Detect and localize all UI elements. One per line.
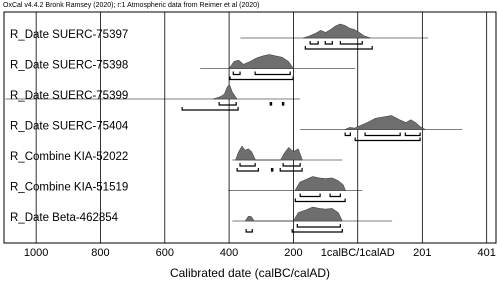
range-bracket <box>404 132 421 137</box>
range-bracket <box>245 229 253 233</box>
range-bracket <box>232 71 241 76</box>
header: OxCal v4.4.2 Bronk Ramsey (2020); r:1 At… <box>3 2 259 9</box>
range-bracket <box>299 193 321 198</box>
row-label: R_Combine KIA-52022 <box>10 151 128 163</box>
row-label: R_Date SUERC-75399 <box>10 90 128 102</box>
range-bracket <box>279 168 303 172</box>
range-bracket <box>304 46 373 50</box>
x-tick-label: 401 <box>477 247 495 259</box>
x-tick-label: 1000 <box>24 247 48 259</box>
range-bracket <box>254 71 291 76</box>
x-tick-label: 200 <box>284 247 302 259</box>
row-label: R_Date SUERC-75397 <box>10 29 128 41</box>
row-label: R_Combine KIA-51519 <box>10 182 128 194</box>
range-bracket <box>239 163 256 167</box>
row-label: R_Date SUERC-75398 <box>10 60 128 72</box>
x-tick-label: 201 <box>413 247 431 259</box>
density <box>228 54 294 69</box>
range-bracket <box>329 193 341 198</box>
range-bracket <box>294 198 346 203</box>
range-bracket <box>309 41 319 45</box>
range-bracket <box>270 168 274 172</box>
row-label: R_Date SUERC-75404 <box>10 121 129 133</box>
range-bracket <box>229 76 294 81</box>
range-bracket <box>281 102 285 106</box>
x-tick-label: 400 <box>220 247 238 259</box>
density <box>344 115 427 130</box>
plot-frame <box>3 11 497 244</box>
density <box>212 84 238 100</box>
range-bracket <box>181 107 239 111</box>
range-bracket <box>282 163 301 167</box>
range-bracket <box>291 229 343 233</box>
range-bracket <box>296 224 341 228</box>
x-tick-label: 600 <box>156 247 174 259</box>
x-tick-label: 800 <box>91 247 109 259</box>
range-bracket <box>218 102 237 106</box>
x-axis-title: Calibrated date (calBC/calAD) <box>170 266 330 280</box>
x-tick-label: 1calBC/1calAD <box>321 247 395 259</box>
density <box>235 145 303 161</box>
range-bracket <box>269 102 273 106</box>
range-bracket <box>324 41 333 45</box>
row-label: R_Date Beta-462854 <box>10 212 119 224</box>
density <box>303 23 371 39</box>
range-bracket <box>364 132 401 137</box>
range-bracket <box>236 168 259 172</box>
range-bracket <box>339 41 363 45</box>
range-bracket <box>344 132 351 137</box>
density <box>244 206 343 222</box>
density <box>294 176 346 191</box>
range-bracket <box>354 137 421 142</box>
